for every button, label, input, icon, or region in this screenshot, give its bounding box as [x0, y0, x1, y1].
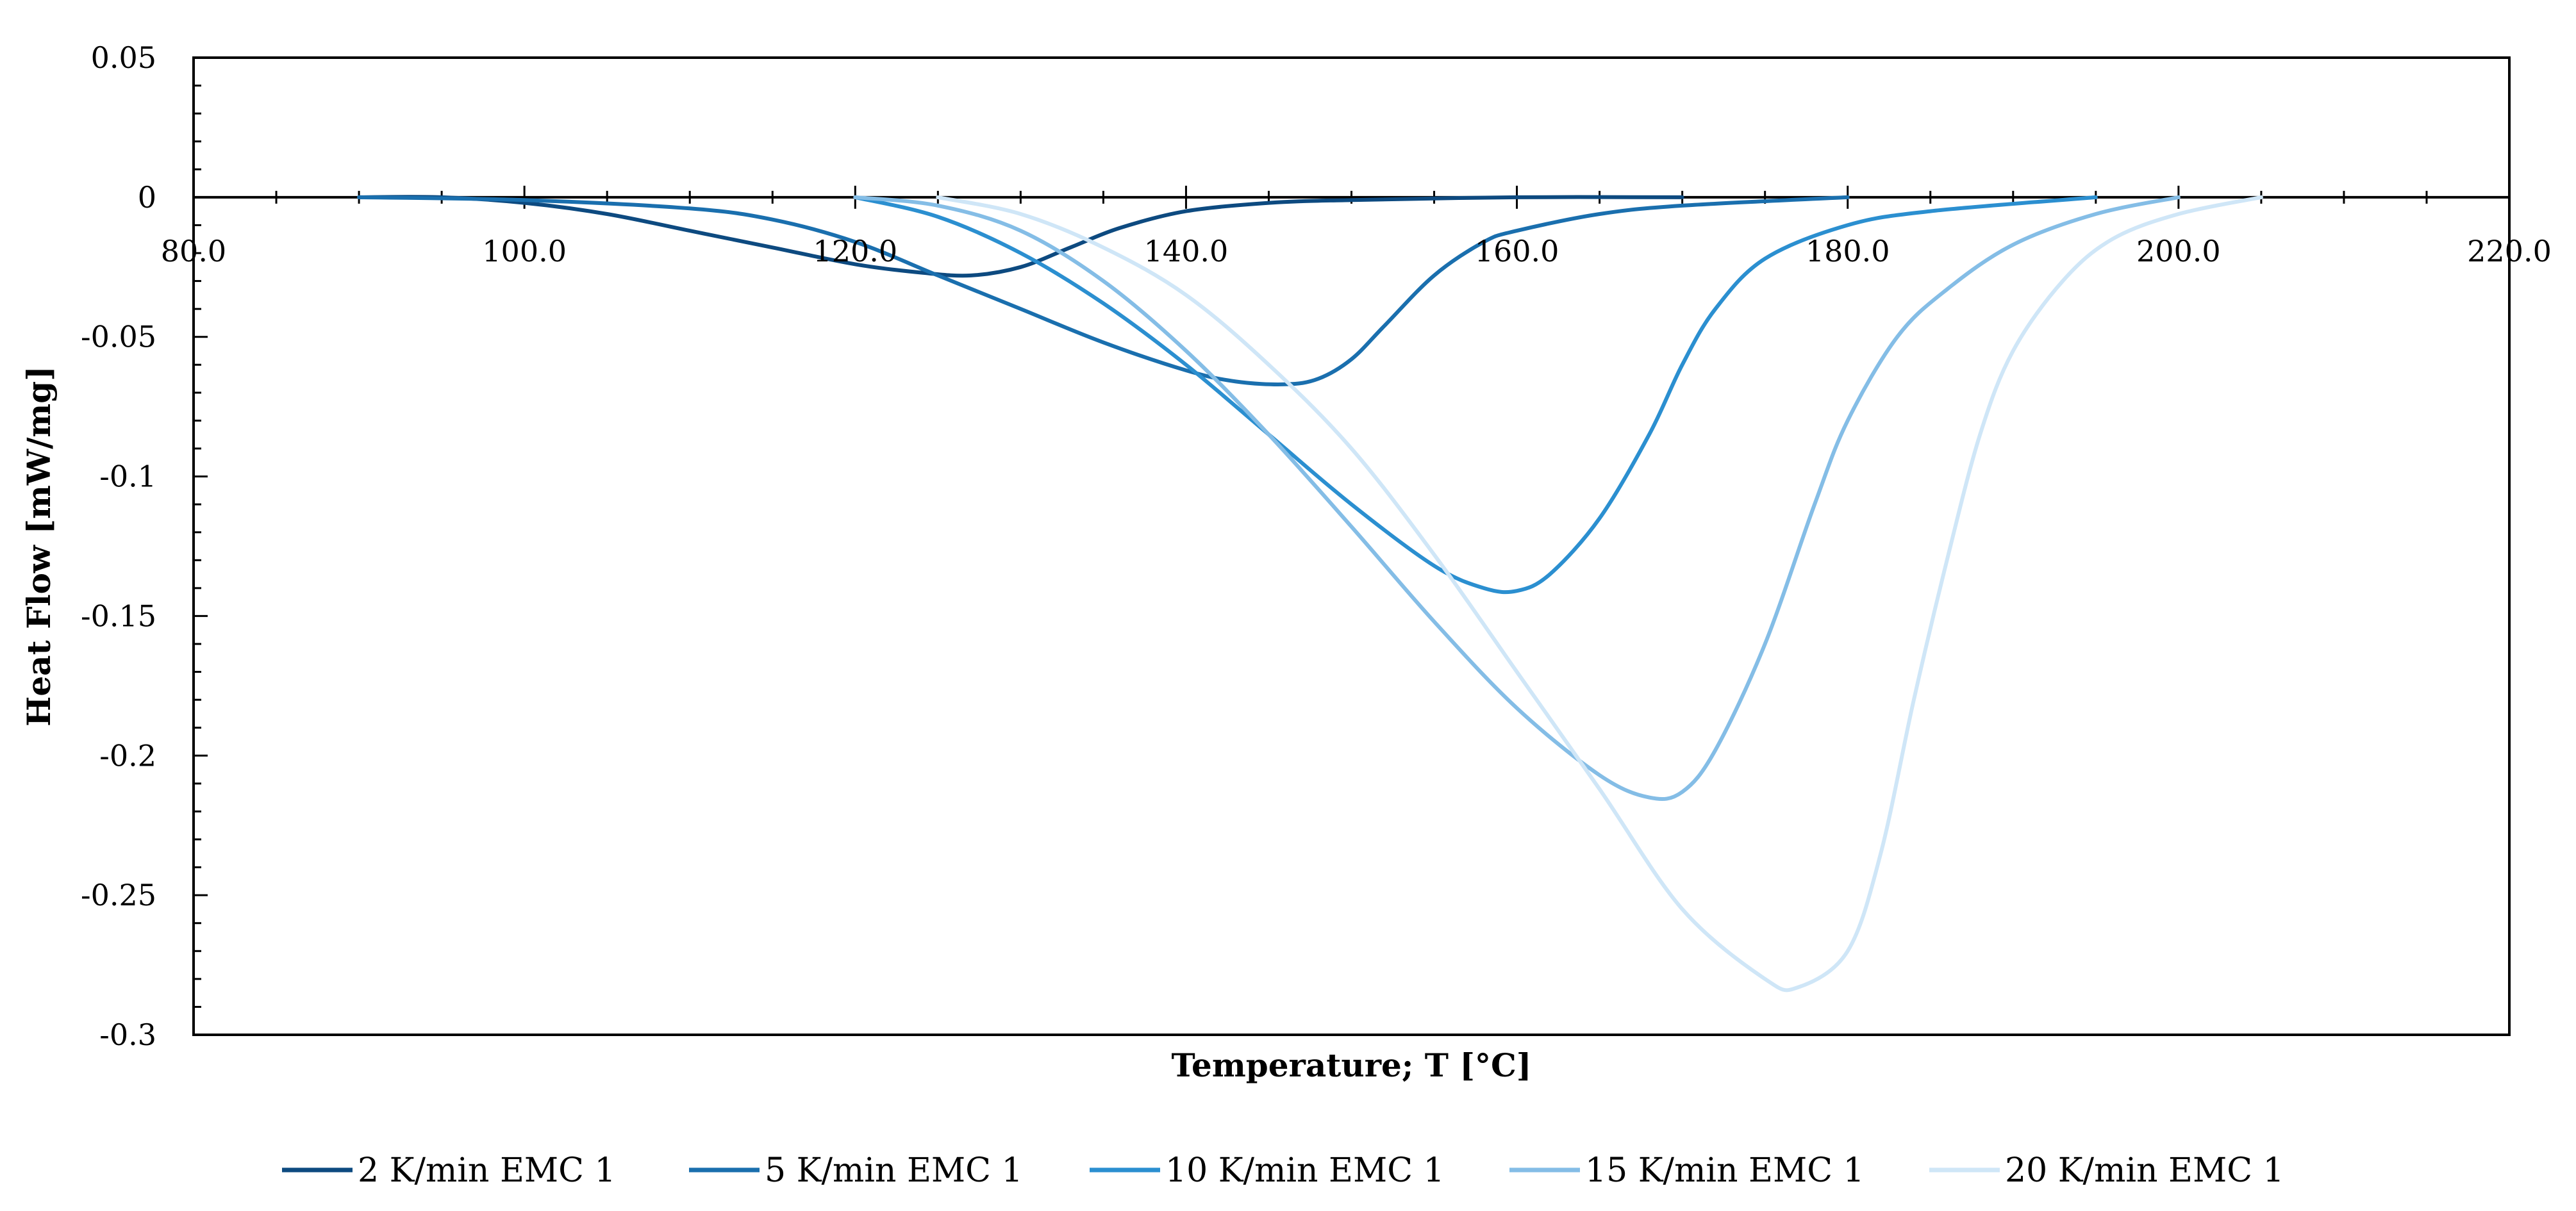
y-tick-labels: 0.05 0 -0.05 -0.1 -0.15 -0.2 -0.25 -0.3: [81, 40, 156, 1052]
series-line-3: [853, 195, 2098, 595]
y-tick-label: -0.3: [99, 1017, 156, 1052]
x-tick-label: 120.0: [813, 234, 897, 268]
series-line-1: [357, 195, 1684, 278]
series-line-4: [853, 195, 2181, 802]
legend: 2 K/min EMC 1 5 K/min EMC 1 10 K/min EMC 1…: [282, 1151, 2284, 1190]
y-tick-label: 0: [138, 180, 156, 215]
y-tick-label: -0.15: [81, 598, 156, 633]
y-axis-title: Heat Flow [mW/mg]: [20, 366, 58, 727]
legend-label-1: 2 K/min EMC 1: [358, 1151, 616, 1190]
x-tick-label: 160.0: [1475, 234, 1559, 268]
series-lines: [357, 195, 2263, 993]
x-tick-label: 220.0: [2467, 234, 2552, 268]
legend-label-2: 5 K/min EMC 1: [765, 1151, 1023, 1190]
plot-frame: [192, 56, 2511, 1036]
x-tick-label: 80.0: [161, 234, 226, 268]
series-line-2: [357, 195, 1850, 386]
series-line-5: [936, 195, 2263, 993]
y-tick-label: -0.1: [99, 459, 156, 494]
y-tick-label: -0.25: [81, 878, 156, 912]
legend-label-5: 20 K/min EMC 1: [2005, 1151, 2284, 1190]
x-tick-label: 140.0: [1144, 234, 1229, 268]
legend-label-3: 10 K/min EMC 1: [1165, 1151, 1445, 1190]
y-axis-ticks: [194, 56, 208, 1036]
y-tick-label: -0.05: [81, 320, 156, 354]
x-tick-labels: 80.0 100.0 120.0 140.0 160.0 180.0 200.0 220.0: [161, 234, 2552, 268]
x-tick-label: 180.0: [1806, 234, 1890, 268]
y-tick-label: -0.2: [99, 738, 156, 773]
x-axis-title: Temperature; T [°C]: [1172, 1046, 1532, 1084]
legend-label-4: 15 K/min EMC 1: [1585, 1151, 1865, 1190]
x-tick-label: 100.0: [482, 234, 567, 268]
x-tick-label: 200.0: [2136, 234, 2221, 268]
y-tick-label: 0.05: [91, 40, 156, 75]
